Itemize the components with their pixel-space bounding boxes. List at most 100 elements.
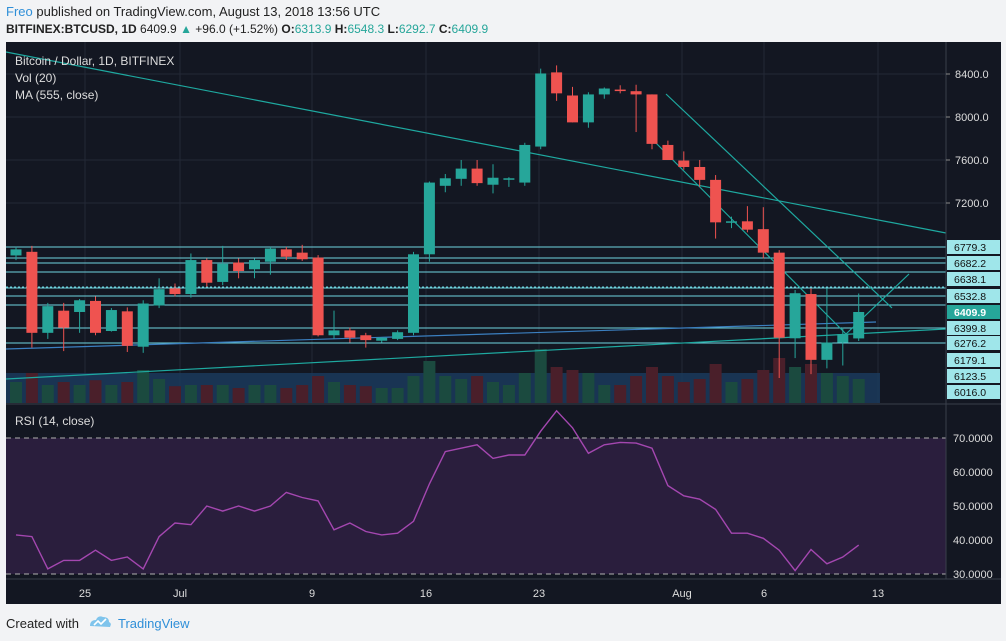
- candle-body: [503, 178, 515, 180]
- candle-body: [90, 300, 101, 333]
- open-label: O:: [281, 22, 295, 36]
- volume-bar: [10, 382, 22, 403]
- candle-body: [74, 300, 86, 312]
- time-tick-label: Jul: [173, 588, 187, 600]
- ma-line: [5, 321, 877, 350]
- published-text: published on TradingView.com, August 13,…: [36, 4, 381, 19]
- tradingview-logo-icon: [90, 616, 111, 627]
- volume-bar: [169, 386, 181, 403]
- candle-body: [312, 257, 324, 336]
- volume-bar: [216, 385, 229, 403]
- time-axis-bg: [6, 579, 1001, 604]
- level-label: 6638.1: [954, 274, 986, 286]
- rsi-tick-label: 30.0000: [953, 569, 993, 581]
- main-pane-bg: [6, 42, 946, 403]
- candle-body: [646, 94, 658, 144]
- level-label-bg: [947, 272, 1000, 286]
- candle-body: [423, 182, 435, 255]
- candle-body: [344, 330, 356, 338]
- volume-bar: [741, 379, 754, 403]
- change-up-icon: ▲: [180, 22, 192, 36]
- level-label-bg: [947, 289, 1000, 303]
- volume-bar: [407, 376, 420, 403]
- tradingview-brand-link[interactable]: TradingView: [118, 616, 190, 631]
- candle-body: [169, 288, 181, 295]
- volume-bar: [391, 388, 404, 403]
- time-tick-label: 6: [761, 588, 767, 600]
- volume-bar: [264, 385, 277, 403]
- volume-bar: [502, 385, 515, 403]
- descending-trendline: [5, 51, 947, 234]
- volume-bar: [598, 385, 611, 403]
- candle-body: [710, 179, 722, 223]
- time-tick-label: 23: [533, 588, 545, 600]
- candle-body: [726, 221, 737, 223]
- candle-body: [360, 335, 372, 341]
- level-label: 6276.2: [954, 338, 986, 350]
- candle-body: [233, 262, 245, 272]
- volume-bar: [773, 358, 786, 403]
- candle-body: [853, 312, 865, 339]
- ascending-trendline: [5, 328, 947, 380]
- level-label-bg: [947, 385, 1000, 399]
- publish-header: Freo published on TradingView.com, Augus…: [0, 0, 1006, 42]
- volume-bar: [852, 379, 865, 403]
- candle-body: [392, 332, 404, 339]
- volume-bar: [25, 373, 38, 403]
- volume-legend: Vol (20): [15, 71, 56, 85]
- volume-bar: [582, 373, 595, 403]
- chart-svg[interactable]: 8400.0 8000.0 7600.0 7200.0 6779.3 6682.2 6638…: [5, 42, 1001, 604]
- volume-bar: [121, 382, 134, 403]
- candle-body: [614, 89, 626, 92]
- volume-bar: [471, 376, 484, 403]
- volume-bar: [359, 386, 372, 403]
- rsi-tick-label: 50.0000: [953, 501, 993, 513]
- rsi-tick-label: 40.0000: [953, 535, 993, 547]
- candle-body: [137, 303, 149, 347]
- low-label: L:: [387, 22, 399, 36]
- volume-bar: [184, 385, 197, 403]
- volume-bar: [661, 376, 674, 403]
- rsi-tick-label: 60.0000: [953, 467, 993, 479]
- volume-bar: [757, 370, 770, 403]
- volume-bar: [518, 373, 531, 403]
- time-tick-label: 9: [309, 588, 315, 600]
- volume-bar: [534, 349, 547, 403]
- level-label: 6016.0: [954, 387, 986, 399]
- volume-bar: [153, 379, 166, 403]
- candle-body: [58, 310, 70, 328]
- candle-body: [217, 263, 229, 282]
- candle-body: [264, 248, 276, 262]
- candle-body: [678, 160, 690, 167]
- author-link[interactable]: Freo: [6, 4, 33, 19]
- volume-bar: [836, 376, 849, 403]
- time-tick-label: 16: [420, 588, 432, 600]
- chart-panel[interactable]: 8400.0 8000.0 7600.0 7200.0 6779.3 6682.2 6638…: [5, 42, 1001, 604]
- volume-bar: [820, 373, 833, 403]
- last-price-tag-bg: [947, 305, 1000, 319]
- symbol-summary: BITFINEX:BTCUSD, 1D 6409.9 ▲ +96.0 (+1.5…: [6, 22, 488, 36]
- volume-bar: [328, 382, 340, 403]
- last-price-tag: 6409.9: [954, 307, 986, 319]
- volume-bar: [677, 382, 690, 403]
- candle-body: [105, 310, 117, 332]
- candle-body: [280, 249, 292, 257]
- candle-body: [535, 73, 547, 147]
- volume-bar: [646, 367, 658, 403]
- time-tick-label: 25: [79, 588, 91, 600]
- volume-bar: [375, 388, 388, 403]
- candle-body: [455, 168, 467, 179]
- candle-body: [439, 178, 451, 186]
- candle-body: [201, 260, 213, 283]
- level-label: 6123.5: [954, 371, 986, 383]
- candle-body: [328, 330, 340, 336]
- volume-bar: [232, 388, 245, 403]
- last-price: 6409.9: [140, 22, 177, 36]
- chart-title: Bitcoin / Dollar, 1D, BITFINEX: [15, 54, 174, 68]
- candle-body: [694, 166, 706, 180]
- level-label-bg: [947, 336, 1000, 350]
- channel-upper-line: [665, 93, 893, 309]
- price-change: +96.0 (+1.52%): [195, 22, 279, 36]
- time-tick-label: Aug: [672, 588, 692, 600]
- volume-bar: [709, 364, 722, 403]
